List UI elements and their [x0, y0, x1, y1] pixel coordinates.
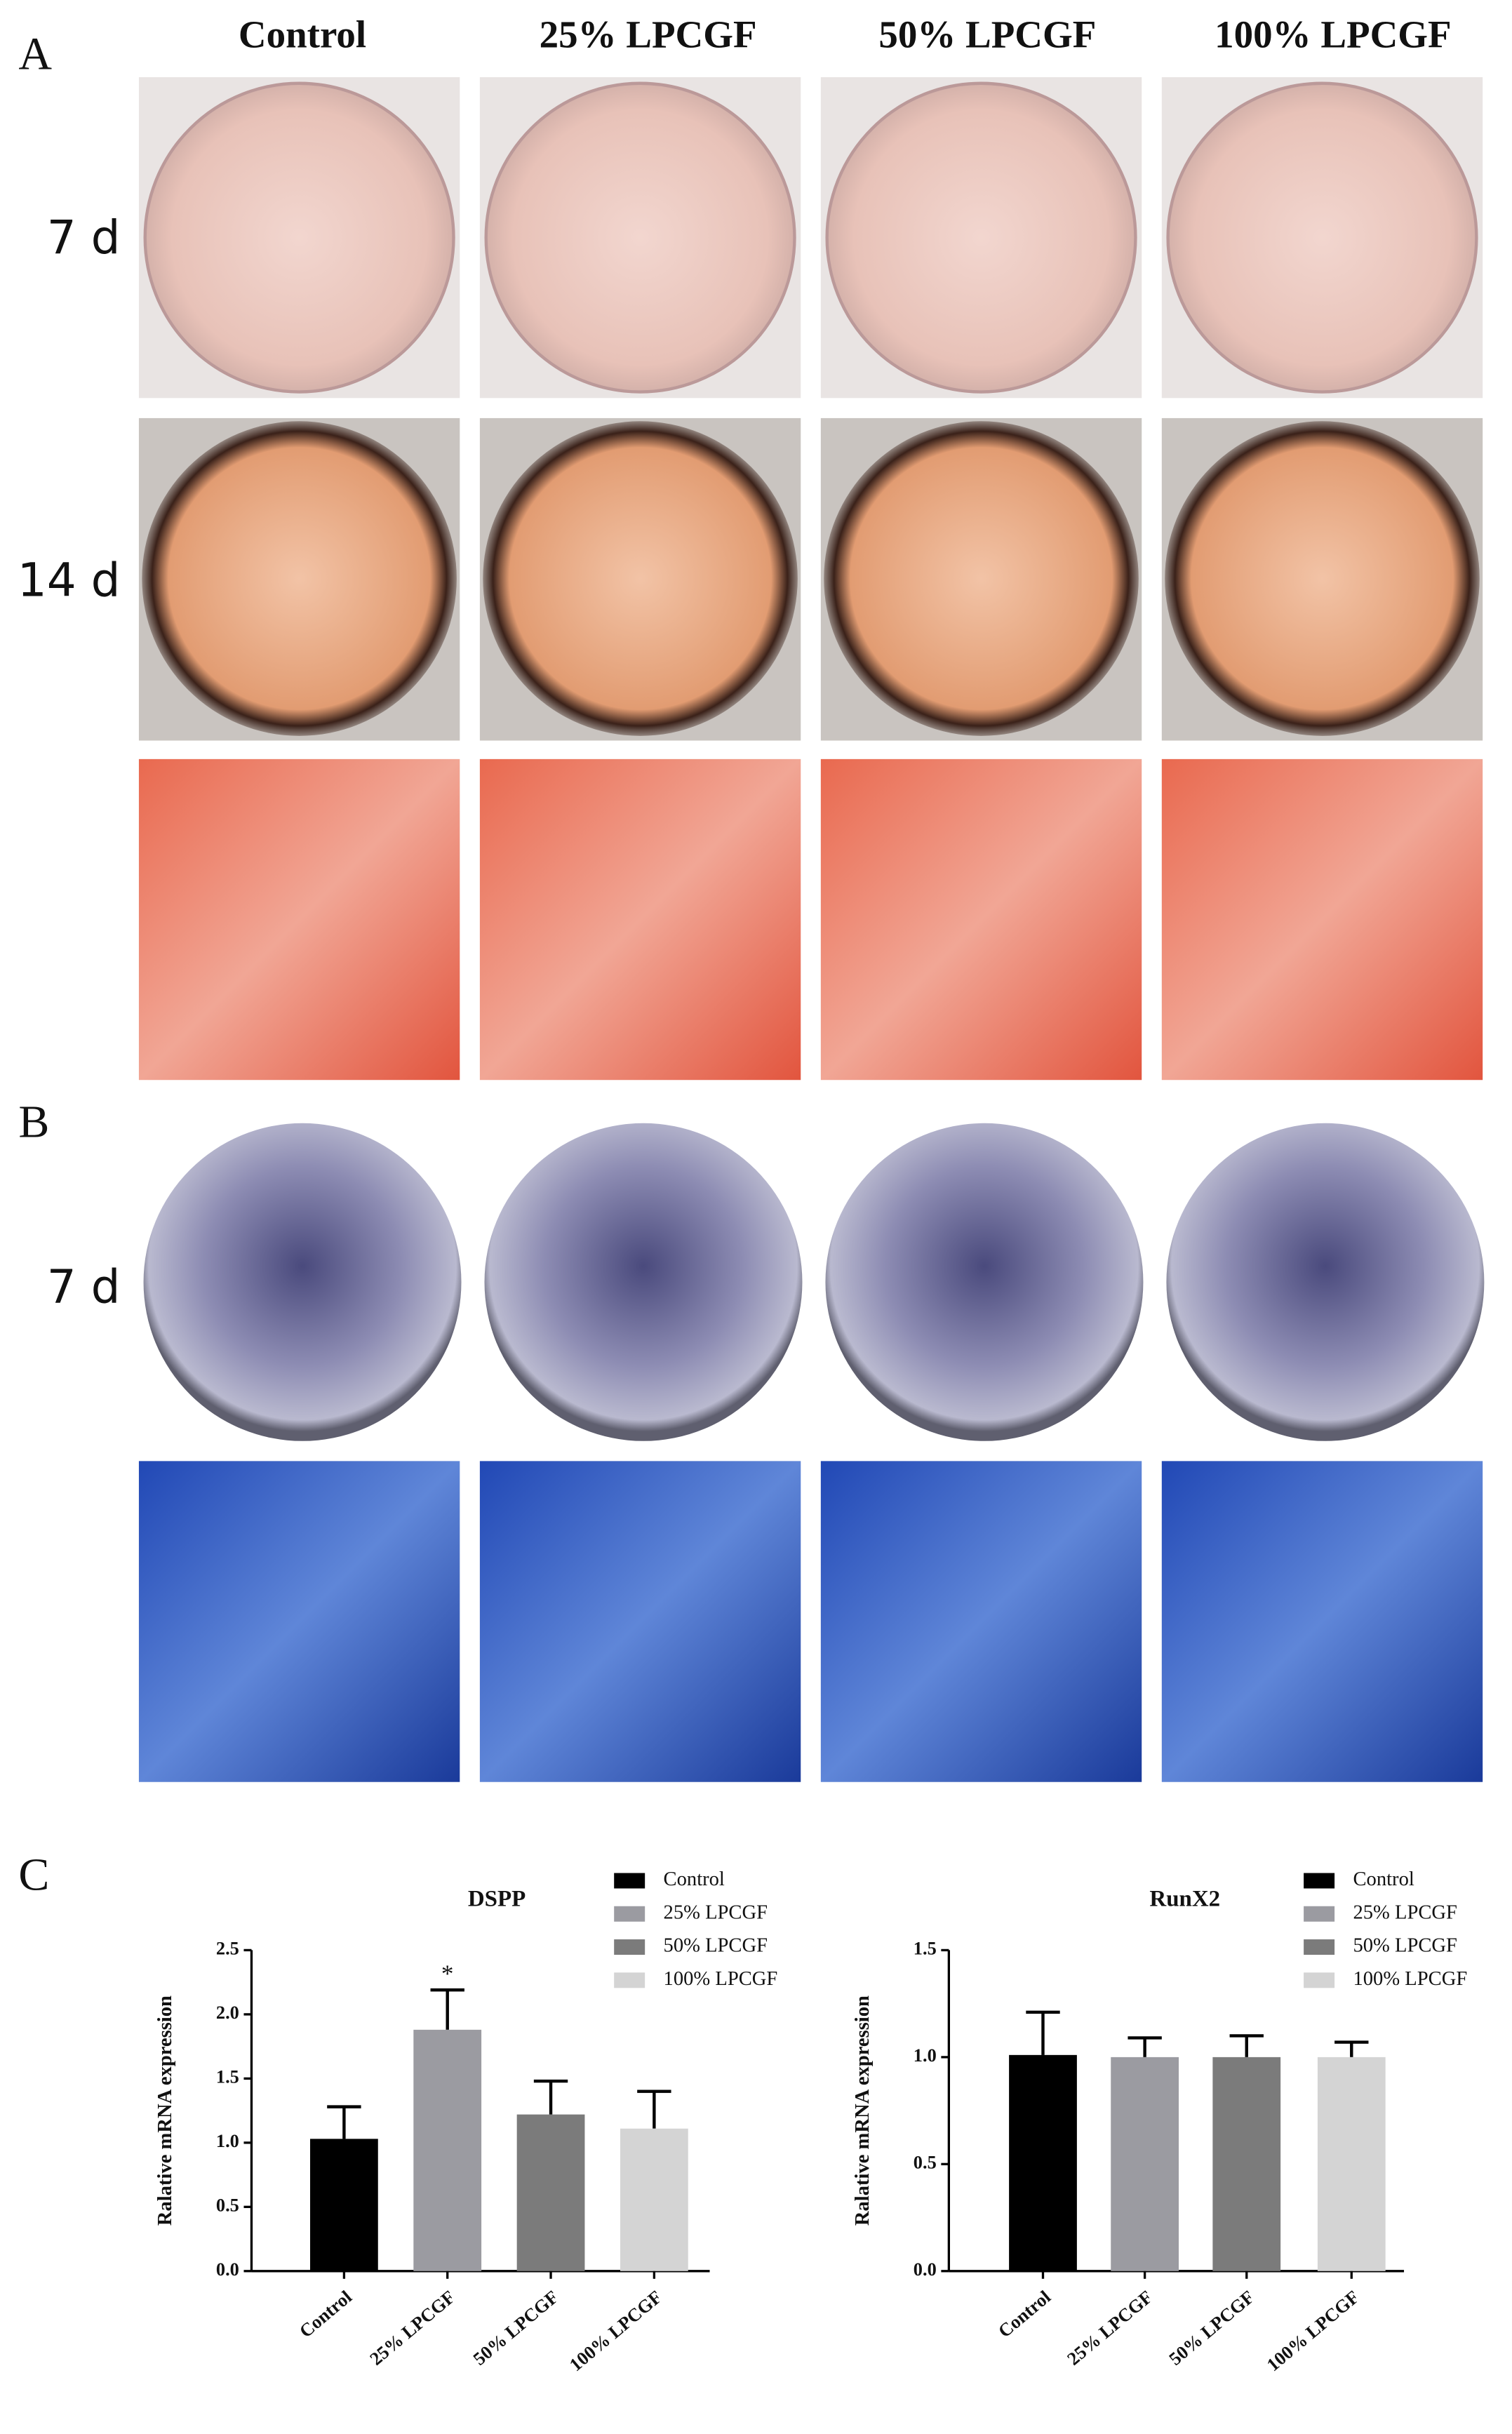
column-header: 100% LPCGF: [1215, 13, 1451, 56]
y-tick-label: 0.5: [914, 2151, 937, 2172]
row-label: 7 d: [47, 210, 121, 265]
chart-title: RunX2: [1149, 1887, 1220, 1912]
bar: [1317, 2057, 1386, 2271]
photo-dish: [142, 421, 457, 736]
legend-label: 25% LPCGF: [1353, 1901, 1457, 1923]
y-axis-label: Ralative mRNA expression: [154, 1995, 176, 2226]
y-tick-label: 2.0: [216, 2002, 239, 2023]
bar: [516, 2114, 585, 2271]
x-tick-label: 50% LPCGF: [1165, 2286, 1258, 2369]
y-tick-label: 0.5: [216, 2194, 239, 2215]
photo-dish: [825, 1123, 1144, 1441]
bar: [1212, 2057, 1281, 2271]
bar: [1111, 2057, 1179, 2271]
y-tick-label: 1.0: [216, 2130, 239, 2151]
photo-dish: [1165, 421, 1480, 736]
x-tick-label: 25% LPCGF: [366, 2286, 459, 2369]
x-tick-label: Control: [295, 2286, 356, 2341]
y-tick-label: 1.5: [216, 2066, 239, 2087]
y-tick-label: 2.5: [216, 1937, 239, 1958]
photo-dish: [484, 1123, 803, 1441]
legend-label: 100% LPCGF: [1353, 1968, 1467, 1990]
photo: [1161, 1461, 1483, 1782]
y-tick-label: 0.0: [216, 2259, 239, 2280]
y-tick-label: 0.0: [914, 2259, 937, 2280]
legend-swatch: [614, 1972, 645, 1988]
photo-dish: [824, 421, 1139, 736]
legend-label: 50% LPCGF: [664, 1935, 768, 1957]
column-header: 50% LPCGF: [878, 13, 1096, 56]
photo: [479, 1461, 801, 1782]
panel-label: C: [18, 1849, 49, 1900]
panel-label: A: [18, 29, 52, 80]
x-tick-label: 100% LPCGF: [1262, 2286, 1363, 2375]
annotation: *: [441, 1960, 454, 1987]
photo-dish: [825, 81, 1137, 394]
row-label: 14 d: [18, 553, 121, 607]
chart-title: DSPP: [468, 1887, 526, 1912]
bar: [1009, 2054, 1077, 2271]
legend-label: 100% LPCGF: [664, 1968, 778, 1990]
legend-label: Control: [664, 1868, 725, 1890]
bar: [310, 2139, 378, 2271]
legend-label: Control: [1353, 1868, 1414, 1890]
y-tick-label: 1.5: [914, 1937, 937, 1958]
x-tick-label: 25% LPCGF: [1063, 2286, 1156, 2369]
legend-label: 25% LPCGF: [664, 1901, 768, 1923]
x-tick-label: 100% LPCGF: [566, 2286, 666, 2375]
photo-dish: [483, 421, 798, 736]
column-header: 25% LPCGF: [540, 13, 757, 56]
photo-dish: [484, 81, 796, 394]
column-header: Control: [239, 13, 366, 56]
x-tick-label: Control: [994, 2286, 1055, 2341]
x-tick-label: 50% LPCGF: [469, 2286, 562, 2369]
photo: [820, 758, 1142, 1081]
y-axis-label: Ralative mRNA expression: [852, 1995, 874, 2226]
panel-label: B: [18, 1096, 49, 1147]
photo-dish: [1166, 81, 1478, 394]
legend-swatch: [1304, 1906, 1335, 1922]
row-label: 7 d: [47, 1259, 121, 1313]
legend-swatch: [1304, 1873, 1335, 1889]
photo: [1161, 758, 1483, 1081]
legend-swatch: [614, 1906, 645, 1922]
legend-swatch: [1304, 1972, 1335, 1988]
photo: [820, 1461, 1142, 1782]
photo: [479, 758, 801, 1081]
y-tick-label: 1.0: [914, 2045, 937, 2066]
bar: [620, 2128, 688, 2271]
legend-swatch: [614, 1873, 645, 1889]
legend-label: 50% LPCGF: [1353, 1935, 1457, 1957]
photo-dish: [143, 81, 455, 394]
photo-dish: [143, 1123, 462, 1441]
legend-swatch: [614, 1939, 645, 1955]
photo: [138, 758, 460, 1081]
photos: [138, 76, 1489, 1782]
photo: [138, 1461, 460, 1782]
bar: [413, 2029, 482, 2271]
photo-dish: [1166, 1123, 1485, 1441]
legend-swatch: [1304, 1939, 1335, 1955]
